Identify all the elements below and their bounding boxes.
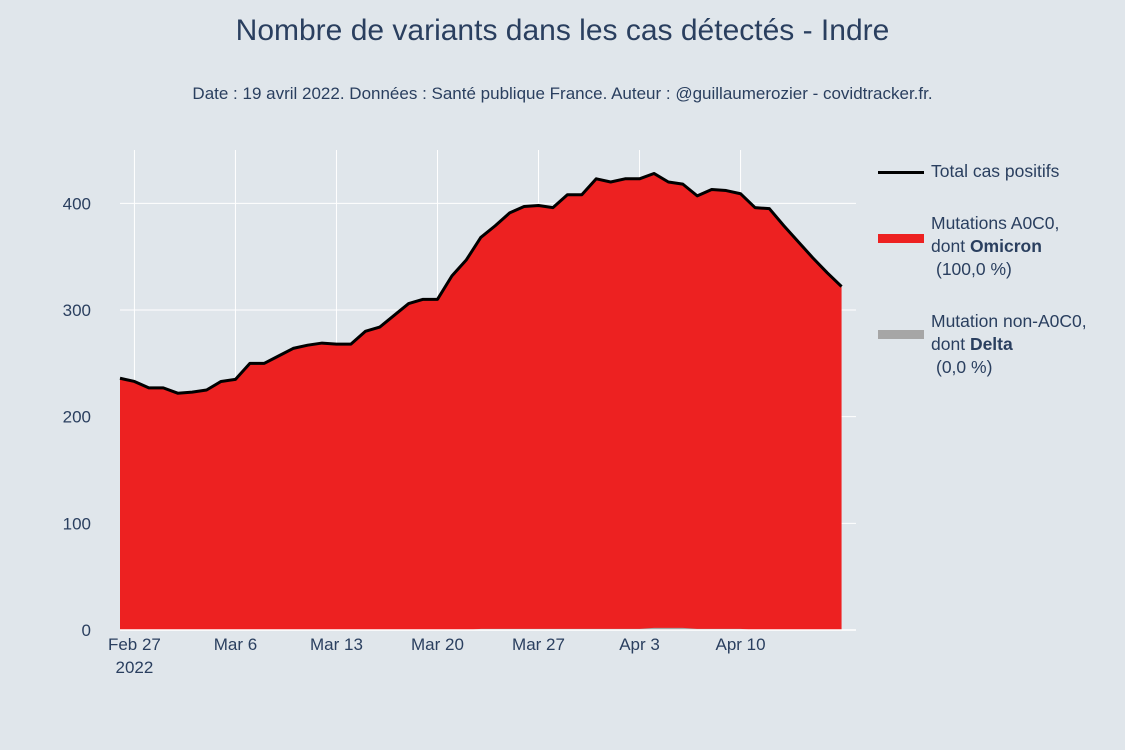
legend-swatch-non-a0c0: [878, 330, 924, 339]
x-tick-label: Apr 3: [619, 635, 660, 654]
chart-subtitle: Date : 19 avril 2022. Données : Santé pu…: [192, 84, 933, 103]
y-tick-label: 400: [63, 194, 91, 213]
y-tick-label: 0: [82, 621, 91, 640]
y-tick-label: 100: [63, 514, 91, 533]
legend-label-non-a0c0-prefix: dont: [931, 334, 970, 354]
legend-swatch-a0c0: [878, 234, 924, 243]
x-tick-label: Apr 10: [716, 635, 766, 654]
x-tick-label: Feb 27: [108, 635, 161, 654]
legend-swatch-total: [878, 171, 924, 174]
legend-label-a0c0-line1: Mutations A0C0,: [931, 213, 1060, 233]
series-area-a0c0: [120, 173, 842, 630]
chart-title: Nombre de variants dans les cas détectés…: [235, 14, 890, 47]
x-tick-label: Mar 6: [214, 635, 257, 654]
x-tick-label: Mar 20: [411, 635, 464, 654]
x-tick-label: Mar 13: [310, 635, 363, 654]
legend-label-a0c0-prefix: dont: [931, 236, 970, 256]
legend-label-total: Total cas positifs: [931, 161, 1060, 181]
legend-label-non-a0c0-share: (0,0 %): [936, 357, 993, 377]
legend-label-a0c0-share: (100,0 %): [936, 259, 1012, 279]
legend-label-a0c0-variant: Omicron: [969, 236, 1042, 256]
legend-label-non-a0c0-line1: Mutation non-A0C0,: [931, 311, 1087, 331]
y-tick-label: 200: [63, 408, 91, 427]
y-tick-label: 300: [63, 301, 91, 320]
x-tick-sublabel: 2022: [116, 658, 154, 677]
x-tick-label: Mar 27: [512, 635, 565, 654]
legend-label-non-a0c0-variant: Delta: [969, 334, 1013, 354]
series-line-total: [119, 171, 843, 395]
